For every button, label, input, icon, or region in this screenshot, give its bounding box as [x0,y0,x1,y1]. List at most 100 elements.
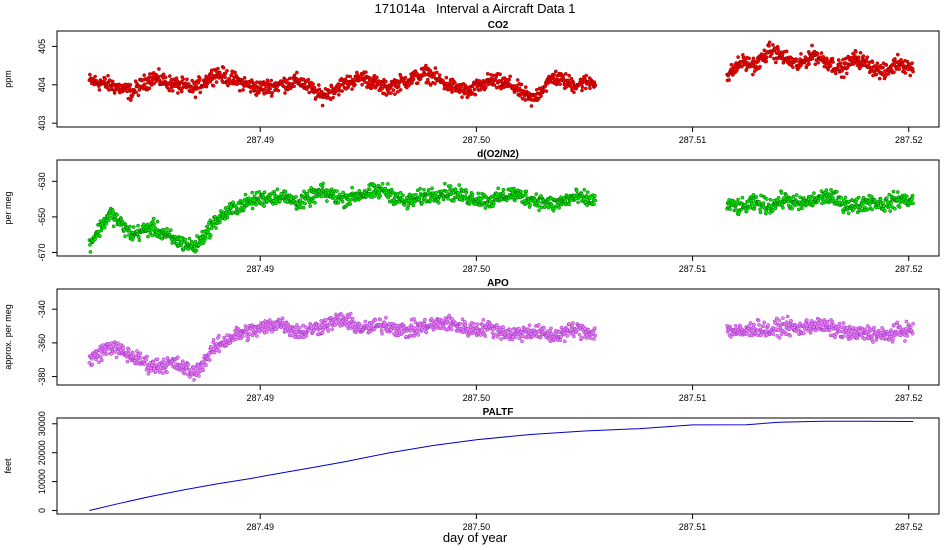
data-point [519,189,523,194]
data-point [396,84,401,89]
data-point [519,82,524,87]
data-point [563,199,568,203]
data-point [515,78,520,82]
data-point [163,75,168,80]
data-point [292,84,296,89]
data-point [453,80,457,85]
data-point [493,78,498,82]
data-point [211,337,216,342]
data-point [103,77,107,81]
data-point [854,50,858,54]
data-point [483,334,488,338]
data-point [733,323,738,328]
data-point [271,202,275,206]
y-tick-label: 20000 [37,440,47,465]
data-point [208,233,213,238]
data-point [383,321,387,326]
data-point [886,71,891,76]
data-point [819,51,824,55]
data-point [558,338,563,342]
data-point [773,60,778,65]
data-point [846,211,851,216]
data-point [420,200,424,205]
data-point [243,324,248,328]
data-point [375,75,379,80]
data-point [592,193,597,198]
data-point [536,203,541,208]
data-point [744,209,749,213]
data-point [567,73,571,78]
data-point [762,48,767,53]
data-point [897,205,902,209]
data-point [414,329,419,334]
data-point [93,237,97,242]
data-point [380,331,384,336]
data-point [728,207,732,212]
data-point [481,318,486,322]
data-point [294,195,298,199]
data-point [277,199,282,203]
data-point [513,198,517,203]
data-point [762,52,767,57]
data-point [858,50,863,55]
data-point [127,228,132,233]
data-point [751,72,755,77]
data-point [791,194,796,199]
data-point [816,199,821,203]
data-point [470,192,475,197]
data-point [137,235,141,239]
data-point [98,355,103,360]
data-point [562,339,567,344]
data-point [524,189,529,194]
data-point [145,354,149,359]
data-point [221,65,226,70]
data-point [88,72,92,77]
data-point [179,243,184,248]
data-point [145,222,150,227]
data-point [478,333,483,337]
data-point [875,61,880,66]
data-point [353,82,357,87]
data-point [768,197,773,202]
data-point [827,192,832,197]
data-point [864,330,869,334]
data-point [274,201,278,206]
data-point [734,208,739,212]
data-point [137,238,142,243]
data-point [465,326,470,331]
x-tick-label: 287.49 [246,393,274,403]
data-point [389,91,393,95]
data-point [127,348,131,352]
data-point [398,190,403,195]
data-point [347,315,352,320]
data-point [895,52,900,57]
data-point [865,324,870,328]
data-point [580,88,584,93]
x-axis-label: day of year [442,530,508,545]
data-point [416,333,421,337]
data-point [798,321,802,326]
data-point [422,321,427,326]
data-point [423,196,427,200]
data-point [523,85,528,89]
data-point [903,339,907,343]
data-point [437,73,442,77]
data-point [881,65,885,70]
y-tick-label: -360 [37,334,47,352]
data-point [809,194,814,199]
data-point [186,362,191,367]
data-point [453,321,458,326]
data-point [830,56,835,61]
data-point [874,72,879,77]
data-point [767,40,772,45]
data-point [253,87,257,92]
data-point [870,60,875,65]
data-point [243,192,248,197]
data-point [181,77,186,82]
data-point [204,235,208,240]
data-point [499,337,503,341]
data-point [536,199,541,204]
data-point [751,322,756,327]
data-point [303,325,308,329]
data-point [111,224,116,229]
